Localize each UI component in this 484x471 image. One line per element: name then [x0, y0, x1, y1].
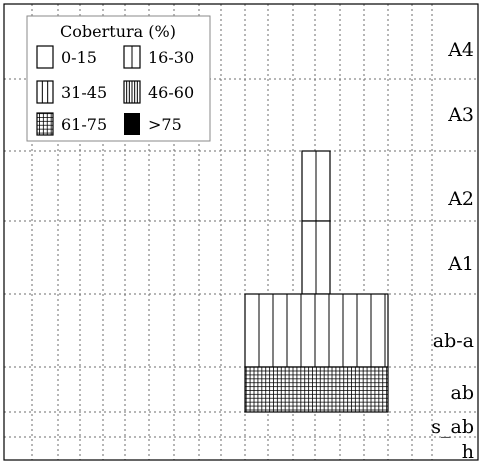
cover-block-A2	[301, 150, 331, 222]
cells-layer	[244, 150, 389, 413]
stratum-label-h: h	[462, 441, 474, 463]
legend-label-6: >75	[148, 115, 182, 134]
legend-swatch-4	[123, 80, 141, 104]
cover-cell-fill	[245, 294, 388, 367]
legend-swatch-1	[36, 45, 54, 69]
stratum-label-s_ab: s_ab	[431, 416, 474, 438]
legend-label-1: 0-15	[61, 48, 97, 67]
legend-label-2: 16-30	[148, 48, 194, 67]
cover-cell-border	[244, 366, 389, 413]
stratum-label-ab: ab	[451, 382, 475, 404]
stratum-label-A3: A3	[447, 104, 474, 126]
grid-layer	[4, 4, 478, 460]
plot-frame	[3, 3, 479, 461]
stratum-label-ab-a: ab-a	[433, 330, 474, 352]
stratum-labels: A4 A3 A2 A1 ab-a ab s_abh	[431, 39, 474, 463]
legend-title: Cobertura (%)	[60, 22, 176, 41]
legend: Cobertura (%) 0-15 16-30 31-45 46-60 61-75 >75	[26, 15, 211, 142]
stratum-label-A4: A4	[447, 39, 474, 61]
legend-label-5: 61-75	[61, 115, 107, 134]
legend-box	[26, 15, 211, 142]
stratum-label-A1: A1	[447, 253, 474, 275]
legend-swatch-5	[36, 112, 54, 136]
legend-label-4: 46-60	[148, 83, 194, 102]
cover-cell-fill	[245, 367, 388, 412]
legend-swatch-3	[36, 80, 54, 104]
legend-swatch-2	[123, 45, 141, 69]
cover-block-ab-a	[244, 293, 389, 368]
cover-block-A1	[301, 220, 331, 295]
legend-label-3: 31-45	[61, 83, 107, 102]
cover-block-ab	[244, 366, 389, 413]
stratum-label-A2: A2	[447, 188, 474, 210]
legend-swatch-6	[124, 113, 140, 135]
